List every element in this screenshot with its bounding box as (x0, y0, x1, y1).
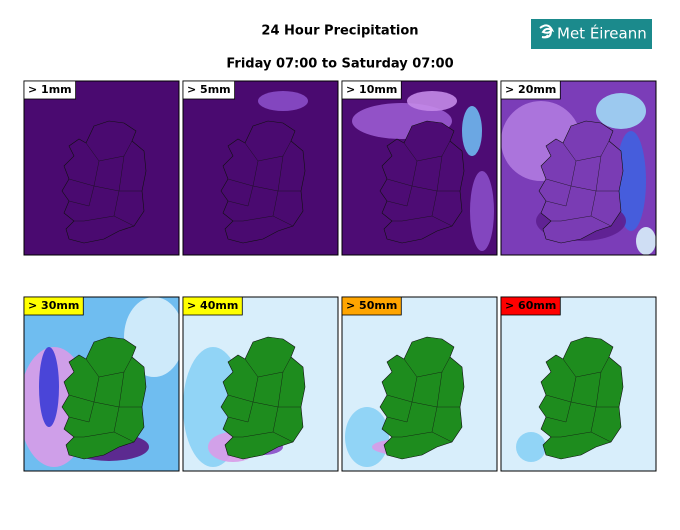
map-frame (341, 80, 498, 256)
precip-area (407, 91, 457, 111)
precip-area (345, 407, 389, 467)
map-panel: > 50mm (341, 296, 498, 472)
precip-area (462, 106, 482, 156)
panel-label: > 50mm (346, 299, 397, 312)
map-area (501, 81, 656, 255)
panel-label-box (182, 296, 243, 316)
map-frame (182, 296, 339, 472)
map-panel: > 10mm (341, 80, 498, 256)
panel-label-box (182, 80, 236, 100)
map-panel: > 40mm (182, 296, 339, 472)
panel-label-box (23, 296, 84, 316)
precip-area (616, 131, 646, 231)
map-area (501, 297, 656, 471)
panel-label-box (23, 80, 77, 100)
logo-text: Met Éireann (557, 24, 647, 43)
panel-label-box (500, 296, 561, 316)
map-area (183, 297, 338, 471)
title: 24 Hour Precipitation (261, 24, 418, 39)
map-panel: > 60mm (500, 296, 657, 472)
panel-label: > 30mm (28, 299, 79, 312)
panel-label-box (500, 80, 561, 100)
precip-area (39, 347, 59, 427)
panels: > 1mm > 5mm > 10mm > 20mm > 30mm > 40mm > 50mm… (23, 80, 657, 472)
map-area (24, 81, 179, 255)
map-area (183, 81, 338, 255)
map-area (342, 81, 497, 255)
map-frame (23, 296, 180, 472)
panel-label: > 5mm (187, 83, 231, 96)
map-frame (500, 80, 657, 256)
logo: Met Éireann (531, 19, 652, 49)
panel-label: > 40mm (187, 299, 238, 312)
map-area (342, 297, 497, 471)
precip-area (636, 227, 656, 255)
precip-area (516, 432, 546, 462)
precip-area (124, 297, 179, 377)
panel-label: > 1mm (28, 83, 72, 96)
panel-label-box (341, 296, 402, 316)
map-frame (182, 80, 339, 256)
map-frame (500, 296, 657, 472)
map-panel: > 5mm (182, 80, 339, 256)
map-panel: > 20mm (500, 80, 657, 256)
subtitle: Friday 07:00 to Saturday 07:00 (226, 57, 453, 72)
map-panel: > 30mm (23, 296, 180, 472)
map-frame (23, 80, 180, 256)
panel-label: > 60mm (505, 299, 556, 312)
precip-area (470, 171, 494, 251)
panel-label: > 20mm (505, 83, 556, 96)
logo-icon (539, 24, 555, 39)
map-frame (341, 296, 498, 472)
map-panel: > 1mm (23, 80, 180, 256)
map-area (24, 297, 179, 471)
panel-label-box (341, 80, 402, 100)
precip-area (258, 91, 308, 111)
precip-area (596, 93, 646, 129)
panel-label: > 10mm (346, 83, 397, 96)
